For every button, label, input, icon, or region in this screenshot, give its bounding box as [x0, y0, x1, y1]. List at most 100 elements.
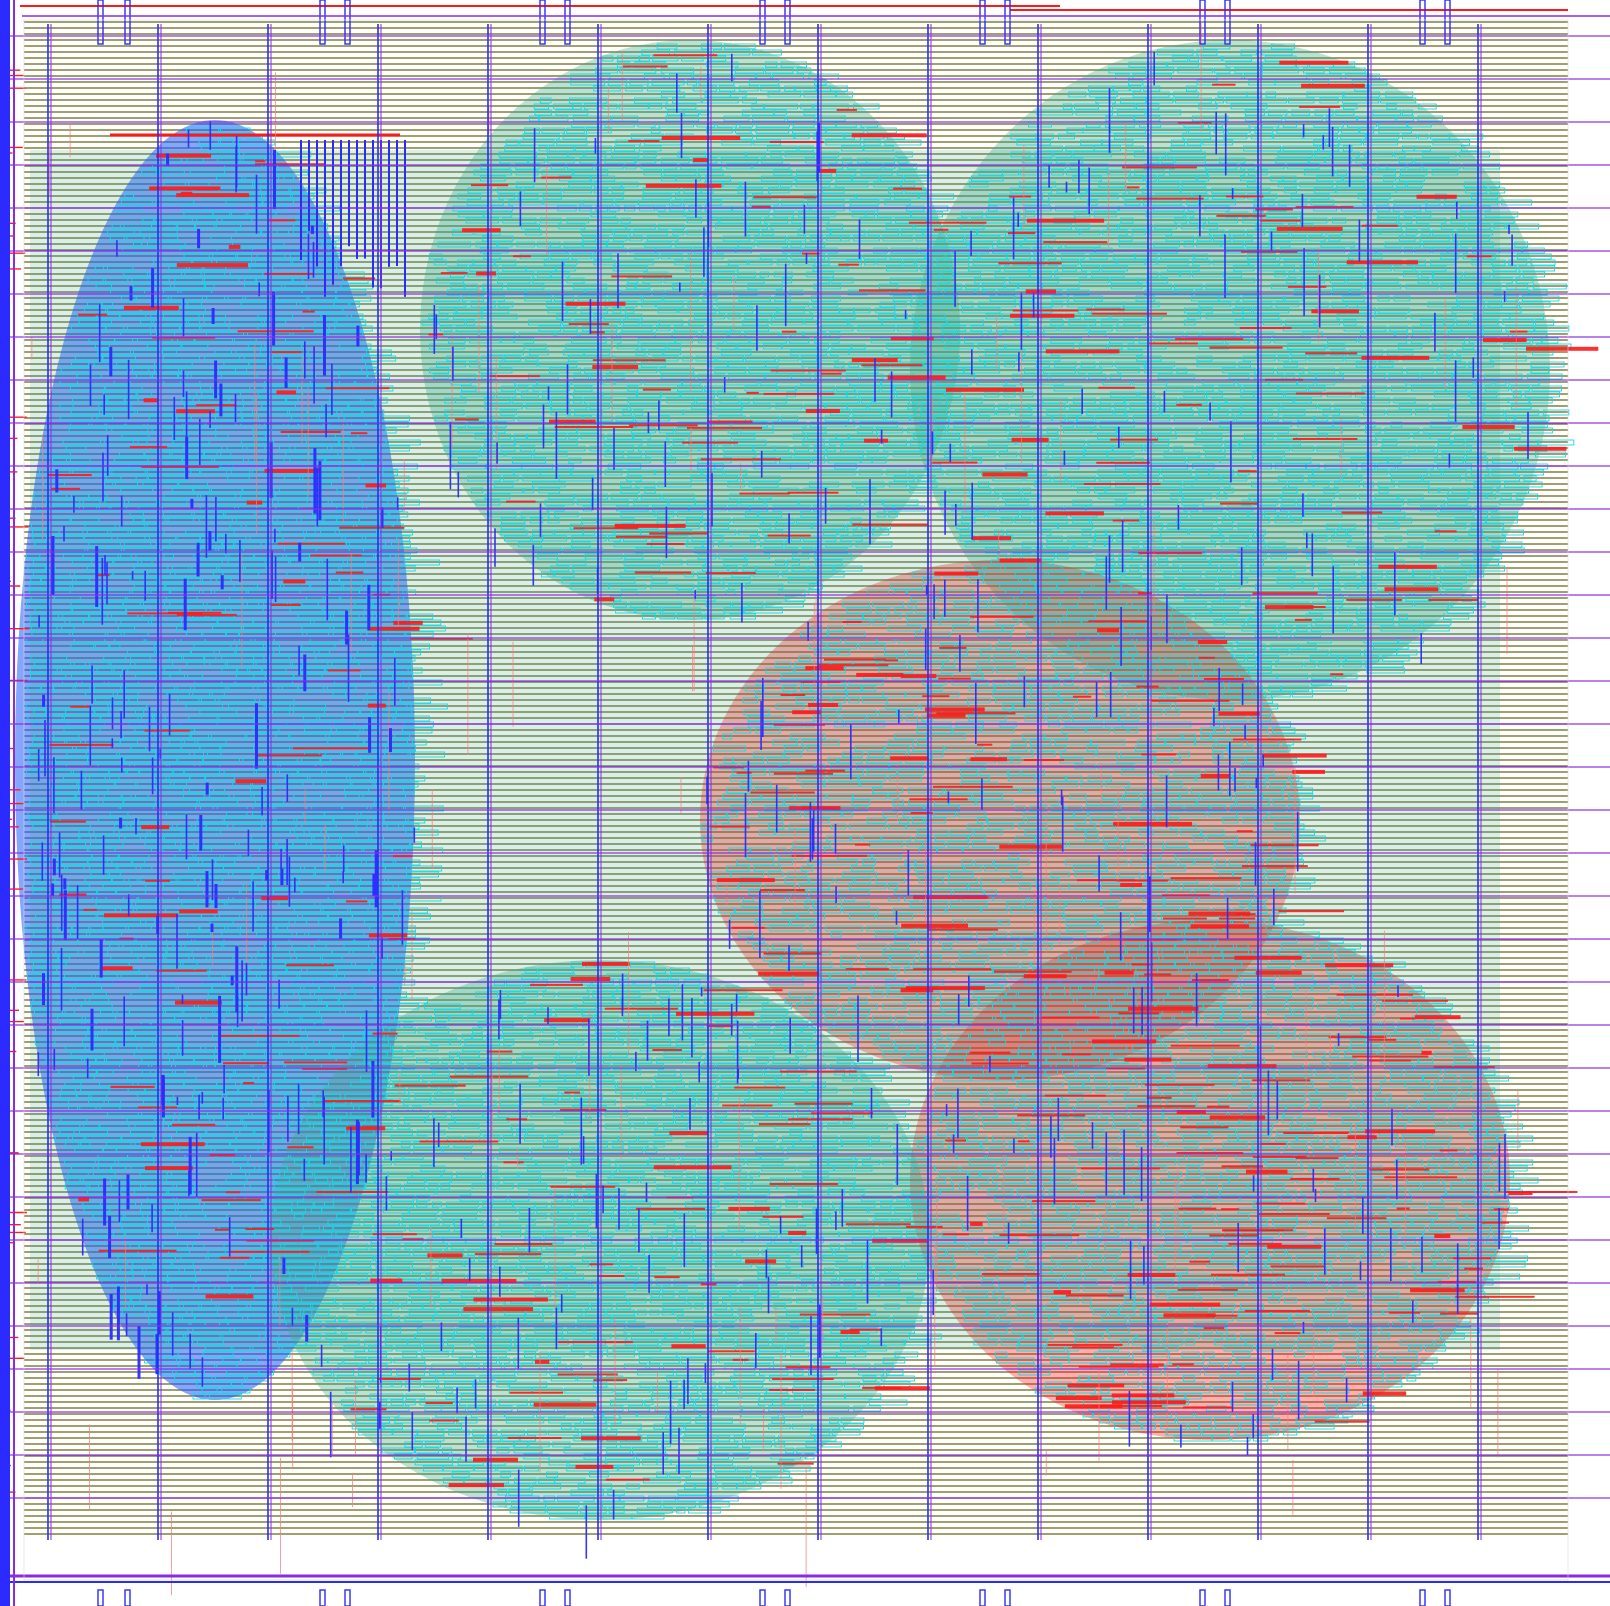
std-cell: [1157, 259, 1189, 266]
std-cell: [523, 187, 562, 194]
std-cell: [488, 295, 505, 302]
std-cell: [1010, 151, 1031, 158]
std-cell: [1284, 115, 1324, 122]
std-cell: [1385, 91, 1414, 98]
std-cell: [1051, 169, 1064, 176]
std-cell: [1205, 283, 1228, 290]
std-cell: [550, 241, 561, 248]
std-cell: [567, 151, 585, 158]
std-cell: [863, 145, 894, 152]
std-cell: [428, 313, 449, 320]
std-cell: [635, 157, 657, 164]
std-cell: [1008, 217, 1026, 224]
std-cell: [1214, 97, 1224, 104]
std-cell: [701, 43, 723, 50]
std-cell: [1303, 67, 1325, 74]
std-cell: [643, 169, 662, 176]
std-cell: [1240, 49, 1258, 56]
std-cell: [465, 217, 499, 224]
std-cell: [1119, 97, 1147, 104]
std-cell: [634, 253, 659, 260]
std-cell: [1293, 289, 1331, 296]
std-cell: [499, 157, 528, 164]
std-cell: [1006, 253, 1031, 260]
std-cell: [925, 253, 945, 260]
std-cell: [203, 277, 240, 284]
std-cell: [227, 295, 244, 302]
std-cell: [447, 265, 468, 272]
std-cell: [840, 235, 850, 242]
std-cell: [1265, 91, 1277, 98]
std-cell: [1433, 271, 1463, 278]
std-cell: [968, 265, 1001, 272]
std-cell: [1194, 253, 1209, 260]
std-cell: [525, 265, 556, 272]
std-cell: [1336, 169, 1348, 176]
std-cell: [712, 277, 732, 284]
std-cell: [204, 283, 215, 290]
std-cell: [1357, 115, 1396, 122]
std-cell: [579, 157, 601, 164]
std-cell: [749, 199, 779, 206]
std-cell: [757, 241, 789, 248]
std-cell: [774, 295, 791, 302]
std-cell: [119, 313, 147, 320]
std-cell: [1157, 175, 1197, 182]
std-cell: [481, 313, 518, 320]
std-cell: [237, 139, 275, 146]
std-cell: [457, 193, 481, 200]
std-cell: [1014, 295, 1033, 302]
std-cell: [752, 163, 790, 170]
std-cell: [661, 157, 690, 164]
std-cell: [1174, 217, 1187, 224]
std-cell: [1332, 283, 1363, 290]
std-cell: [220, 127, 251, 134]
std-cell: [1041, 229, 1080, 236]
std-cell: [1024, 211, 1036, 218]
std-cell: [1156, 49, 1194, 56]
std-cell: [1207, 217, 1238, 224]
std-cell: [1180, 187, 1207, 194]
std-cell: [665, 103, 697, 110]
std-cell: [154, 217, 193, 224]
std-cell: [1113, 133, 1151, 140]
std-cell: [722, 235, 751, 242]
std-cell: [1346, 277, 1370, 284]
std-cell: [1105, 115, 1135, 122]
std-cell: [1093, 211, 1117, 218]
std-cell: [1172, 55, 1189, 62]
std-cell: [1362, 199, 1389, 206]
std-cell: [668, 253, 683, 260]
std-cell: [123, 271, 148, 278]
std-cell: [321, 241, 337, 248]
std-cell: [965, 283, 980, 290]
std-cell: [642, 295, 663, 302]
std-cell: [541, 127, 565, 134]
std-cell: [206, 295, 226, 302]
std-cell: [796, 67, 812, 74]
std-cell: [1196, 241, 1222, 248]
std-cell: [1039, 187, 1053, 194]
std-cell: [897, 157, 908, 164]
std-cell: [996, 241, 1021, 248]
std-cell: [142, 217, 154, 224]
std-cell: [604, 157, 636, 164]
std-cell: [1427, 301, 1459, 308]
std-cell: [1035, 223, 1073, 230]
std-cell: [524, 295, 553, 302]
std-cell: [515, 163, 541, 170]
std-cell: [1183, 307, 1200, 314]
std-cell: [776, 259, 791, 266]
std-cell: [761, 229, 774, 236]
std-cell: [1253, 199, 1275, 206]
std-cell: [677, 151, 706, 158]
std-cell: [1331, 289, 1350, 296]
std-cell: [847, 289, 868, 296]
std-cell: [800, 103, 813, 110]
std-cell: [889, 253, 926, 260]
std-cell: [152, 163, 168, 170]
std-cell: [768, 187, 790, 194]
std-cell: [338, 271, 365, 278]
std-cell: [781, 199, 804, 206]
